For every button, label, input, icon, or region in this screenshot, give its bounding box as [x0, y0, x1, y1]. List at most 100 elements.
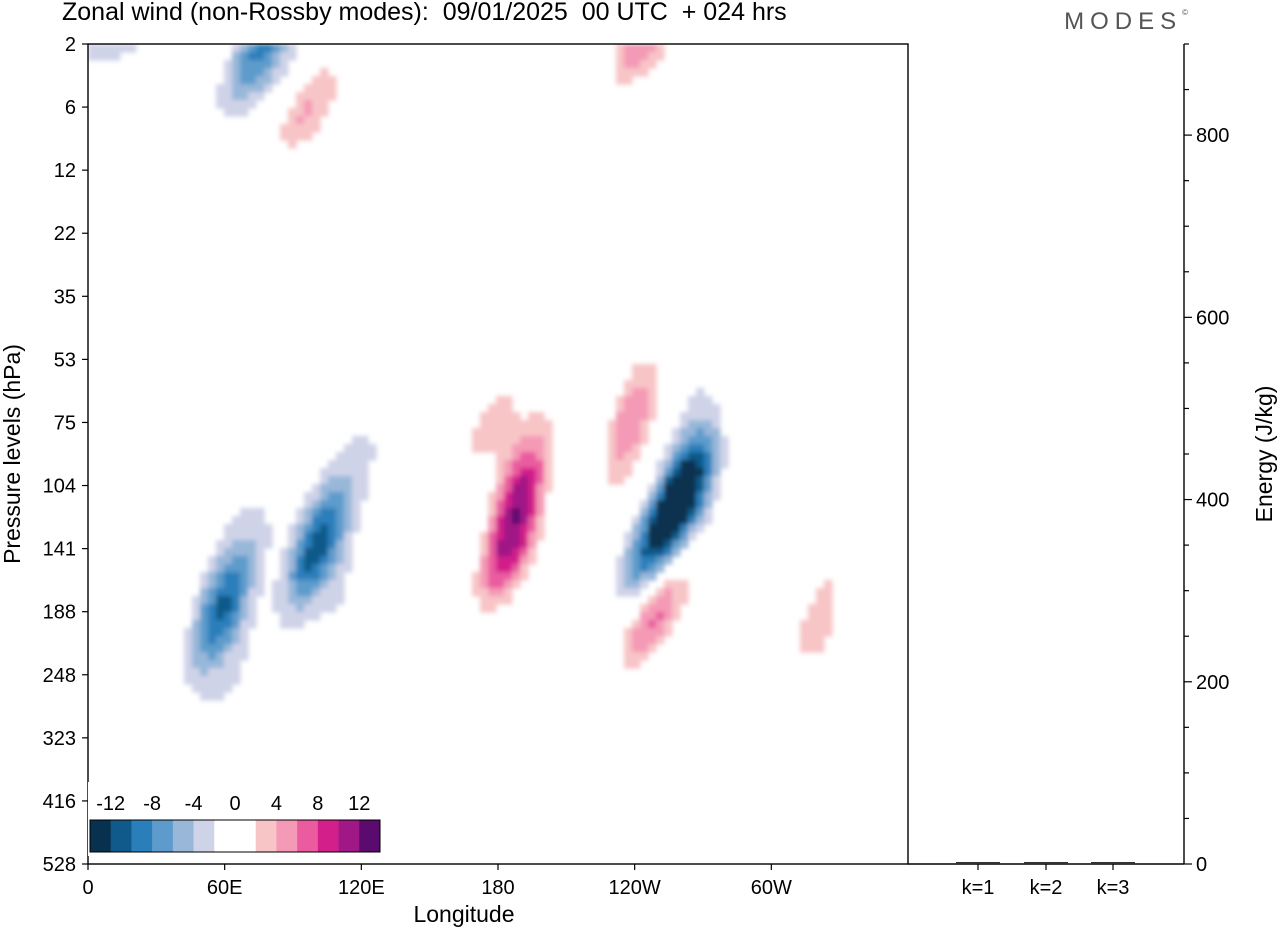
heatmap-cell — [200, 660, 209, 669]
heatmap-cell — [240, 580, 249, 589]
heatmap-cell — [712, 492, 721, 501]
heatmap-cell — [824, 612, 833, 621]
heatmap-cell — [304, 604, 313, 613]
heatmap-cell — [296, 564, 305, 573]
heatmap-cell — [816, 636, 825, 645]
heatmap-cell — [240, 556, 249, 565]
heatmap-cell — [696, 476, 705, 485]
heatmap-cell — [536, 492, 545, 501]
heatmap-cell — [648, 596, 657, 605]
heatmap-cell — [96, 44, 105, 53]
heatmap-cell — [224, 612, 233, 621]
heatmap-cell — [288, 44, 297, 53]
heatmap-cell — [208, 676, 217, 685]
heatmap-cell — [280, 548, 289, 557]
energy-bar — [1091, 862, 1135, 864]
heatmap-cell — [656, 636, 665, 645]
heatmap-cell — [488, 604, 497, 613]
heatmap-cell — [696, 412, 705, 421]
heatmap-cell — [824, 596, 833, 605]
x-axis-label: Longitude — [413, 901, 514, 927]
heatmap-cell — [512, 548, 521, 557]
heatmap-cell — [656, 548, 665, 557]
heatmap-cell — [360, 436, 369, 445]
heatmap-cell — [496, 596, 505, 605]
heatmap-cell — [312, 548, 321, 557]
heatmap-cell — [224, 644, 233, 653]
colorbar-tick-label: 8 — [312, 793, 323, 815]
brand-text: MODES — [1064, 8, 1183, 35]
heatmap-cell — [704, 452, 713, 461]
heatmap-cell — [336, 596, 345, 605]
heatmap-cell — [536, 428, 545, 437]
heatmap-cell — [328, 556, 337, 565]
heatmap-cell — [232, 604, 241, 613]
heatmap-cell — [624, 380, 633, 389]
heatmap-cell — [688, 508, 697, 517]
heatmap-cell — [336, 556, 345, 565]
heatmap-cell — [496, 428, 505, 437]
heatmap-cell — [688, 468, 697, 477]
heatmap-cell — [304, 524, 313, 533]
heatmap-cell — [712, 428, 721, 437]
heatmap-cell — [496, 492, 505, 501]
heatmap-cell — [664, 620, 673, 629]
heatmap-cell — [624, 660, 633, 669]
heatmap-cell — [632, 580, 641, 589]
heatmap-cell — [696, 508, 705, 517]
heatmap-cell — [312, 84, 321, 93]
heatmap-cell — [680, 508, 689, 517]
heatmap-cell — [808, 612, 817, 621]
colorbar-swatch — [90, 820, 112, 852]
heatmap-cell — [688, 444, 697, 453]
heatmap-cell — [640, 524, 649, 533]
heatmap-cell — [360, 444, 369, 453]
x-tick-label: 120W — [609, 877, 661, 899]
heatmap-cell — [208, 668, 217, 677]
heatmap-cell — [624, 636, 633, 645]
heatmap-cell — [504, 484, 513, 493]
heatmap-cell — [104, 44, 113, 53]
heatmap-cell — [800, 620, 809, 629]
heatmap-cell — [264, 44, 273, 53]
y-tick-label: 248 — [43, 665, 76, 687]
heatmap-cell — [304, 508, 313, 517]
heatmap-cell — [544, 468, 553, 477]
heatmap-cell — [688, 492, 697, 501]
heatmap-cell — [240, 644, 249, 653]
heatmap-cell — [224, 684, 233, 693]
heatmap-cell — [544, 484, 553, 493]
heatmap-cell — [616, 404, 625, 413]
heatmap-cell — [312, 500, 321, 509]
heatmap-cell — [328, 468, 337, 477]
heatmap-cell — [192, 604, 201, 613]
heatmap-cell — [488, 492, 497, 501]
heatmap-cell — [720, 436, 729, 445]
heatmap-cell — [512, 580, 521, 589]
heatmap-cell — [232, 580, 241, 589]
heatmap-cell — [336, 564, 345, 573]
heatmap-cell — [232, 572, 241, 581]
heatmap-cell — [624, 76, 633, 85]
heatmap-cell — [648, 380, 657, 389]
heatmap-cell — [488, 540, 497, 549]
heatmap-cell — [536, 532, 545, 541]
heatmap-cell — [664, 484, 673, 493]
heatmap-cell — [824, 628, 833, 637]
heatmap-cell — [488, 428, 497, 437]
heatmap-cell — [232, 100, 241, 109]
heatmap-cell — [616, 476, 625, 485]
heatmap-cell — [632, 652, 641, 661]
heatmap-cell — [96, 52, 105, 61]
heatmap-cell — [688, 428, 697, 437]
heatmap-cell — [320, 572, 329, 581]
heatmap-cell — [640, 60, 649, 69]
colorbar-swatch — [317, 820, 339, 852]
heatmap-cell — [216, 580, 225, 589]
heatmap-cell — [320, 92, 329, 101]
heatmap-cell — [648, 412, 657, 421]
heatmap-cell — [200, 580, 209, 589]
heatmap-cell — [336, 500, 345, 509]
colorbar-swatch — [235, 820, 257, 852]
heatmap-cell — [248, 548, 257, 557]
